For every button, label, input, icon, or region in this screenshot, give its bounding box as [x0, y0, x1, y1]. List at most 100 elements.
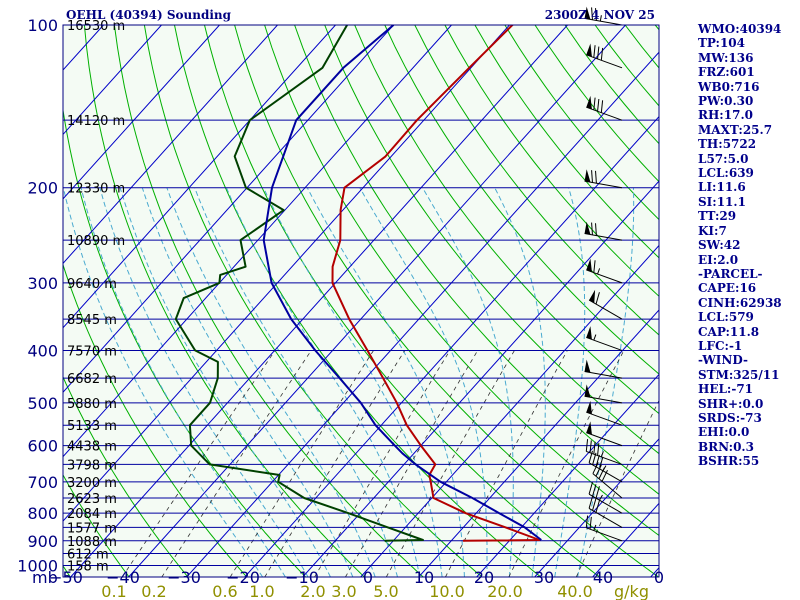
wind-barb-staff [586, 432, 623, 447]
index-line: MAXT:25.7 [698, 122, 773, 137]
moist-adiabat [263, 187, 443, 577]
wind-barb-flag [599, 456, 604, 469]
pressure-unit-label: mb [32, 568, 58, 587]
index-line: HEL:-71 [698, 382, 754, 397]
mixing-ratio-label: 5.0 [373, 582, 398, 600]
index-line: KI:7 [698, 223, 727, 238]
index-line: L57:5.0 [698, 151, 749, 166]
isotherm [63, 25, 162, 136]
wind-barb [588, 450, 623, 483]
mixing-ratio-line [385, 350, 515, 577]
isotherm [63, 25, 452, 458]
mixing-ratio-label: 1.0 [249, 582, 274, 600]
wind-barb-pennant [586, 95, 592, 110]
mixing-ratio-line [121, 350, 276, 577]
wind-barb-pennant [586, 400, 592, 415]
wind-barb-pennant [584, 221, 591, 235]
index-line: CAPE:16 [698, 281, 757, 296]
dry-adiabat [294, 25, 659, 495]
wind-barb-flag [595, 292, 600, 305]
isotherm [63, 25, 394, 393]
sounding-profiles [174, 25, 542, 542]
index-line: CINH:62938 [698, 295, 782, 310]
height-label: 7570 m [67, 344, 117, 359]
height-label: 12330 m [67, 182, 125, 197]
wind-barb-half-flag [602, 465, 607, 472]
height-label: 10890 m [67, 234, 125, 249]
wind-barb-pennant [586, 326, 592, 340]
index-line: RH:17.0 [698, 108, 753, 123]
wind-barb [586, 95, 623, 121]
mixing-ratio-label: 2.0 [300, 582, 325, 600]
wind-barb-staff [586, 336, 623, 351]
wind-barb [584, 169, 623, 189]
isotherm [302, 180, 659, 577]
height-label: 14120 m [67, 114, 125, 129]
wind-barb [588, 482, 623, 514]
dry-adiabat [444, 25, 659, 297]
wind-barb-flag [591, 170, 593, 183]
wind-barb-pennant [584, 359, 591, 373]
wind-barb-flag [595, 454, 600, 467]
mixing-ratio-label: 3.0 [331, 582, 356, 600]
wind-barb-staff [584, 233, 623, 241]
pressure-tick-label: 400 [27, 341, 58, 360]
wind-barb-flag [588, 450, 593, 463]
mixing-ratio-line [445, 350, 568, 577]
height-label: 16530 m [67, 19, 125, 34]
wind-barb-flag [595, 170, 597, 184]
index-line: TP:104 [698, 36, 746, 51]
wind-barb-flag [593, 260, 596, 273]
index-line: LFC:-1 [698, 338, 743, 353]
pressure-tick-label: 100 [27, 16, 58, 35]
wind-barbs [584, 6, 623, 542]
moist-adiabat [119, 187, 331, 577]
moist-adiabat [554, 187, 586, 577]
wind-barb-flag [585, 439, 589, 452]
dry-adiabat [0, 25, 12, 577]
isotherm [476, 373, 659, 577]
wind-barb-flag [597, 98, 600, 112]
wind-barb [586, 400, 623, 426]
dewpoint-profile [174, 25, 424, 542]
wind-barb-staff [588, 507, 623, 528]
mixing-ratio-lines [121, 350, 659, 577]
isotherm [0, 25, 45, 577]
isotherm [534, 438, 659, 577]
wind-barb-staff [586, 106, 623, 121]
index-line: SRDS:-73 [698, 410, 762, 425]
wind-barb-pennant [586, 43, 592, 57]
wind-barb-staff [584, 371, 623, 379]
wind-barb [584, 384, 623, 404]
mixing-ratio-label: 20.0 [487, 582, 523, 600]
height-label: 9640 m [67, 277, 117, 292]
mixing-ratio-label: 40.0 [557, 582, 593, 600]
wind-barb-flag [588, 482, 593, 495]
wind-barb [584, 359, 623, 379]
wind-barb-flag [593, 45, 596, 58]
index-line: SI:11.1 [698, 194, 746, 209]
isotherm [70, 25, 568, 577]
dry-adiabat [63, 473, 130, 577]
moist-adiabat [306, 187, 465, 577]
moist-adiabat [63, 187, 264, 577]
moist-adiabat [359, 187, 488, 577]
wind-barb [588, 496, 623, 528]
wind-barb-pennant [586, 421, 592, 435]
index-line: -WIND- [698, 353, 748, 368]
mixing-ratio-label: 0.6 [212, 582, 237, 600]
index-line: MW:136 [698, 50, 754, 65]
height-label: 3200 m [67, 476, 117, 491]
height-label: 8545 m [67, 313, 117, 328]
pressure-tick-label: 200 [27, 179, 58, 198]
wind-barb-staff [584, 395, 623, 404]
pressure-tick-label: 900 [27, 532, 58, 551]
height-label: 1577 m [67, 521, 117, 536]
wind-barb-staff [586, 269, 623, 284]
moist-adiabat [141, 187, 354, 577]
mixing-ratio-line [161, 350, 312, 577]
wind-barb [584, 6, 623, 26]
isotherm [418, 309, 659, 577]
wind-barb [588, 289, 623, 320]
